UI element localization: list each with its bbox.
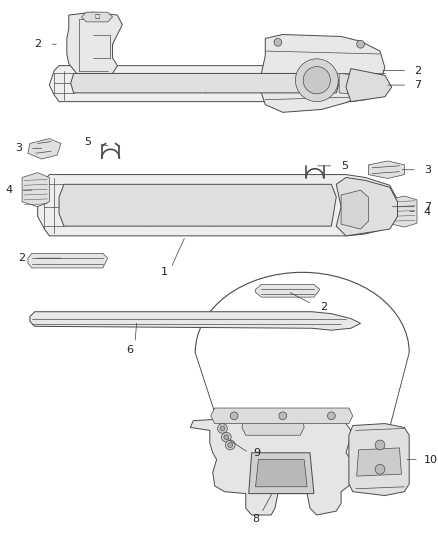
Polygon shape — [28, 139, 61, 159]
Polygon shape — [71, 74, 339, 93]
Circle shape — [224, 435, 229, 440]
Text: 4: 4 — [5, 185, 12, 195]
Text: 3: 3 — [15, 143, 22, 154]
Circle shape — [230, 412, 238, 419]
Text: 4: 4 — [424, 207, 431, 216]
Polygon shape — [261, 35, 385, 112]
Text: □: □ — [94, 14, 99, 20]
Circle shape — [220, 426, 225, 431]
Polygon shape — [28, 253, 108, 268]
Polygon shape — [38, 175, 398, 236]
Circle shape — [222, 432, 231, 442]
Polygon shape — [30, 312, 360, 330]
Polygon shape — [49, 66, 385, 102]
Polygon shape — [81, 12, 113, 22]
Circle shape — [357, 41, 364, 48]
Circle shape — [218, 424, 227, 433]
Text: 10: 10 — [424, 455, 438, 465]
Text: 9: 9 — [254, 448, 261, 458]
Text: 7: 7 — [424, 201, 431, 212]
Text: 6: 6 — [127, 345, 134, 354]
Polygon shape — [349, 424, 409, 496]
Text: 8: 8 — [252, 514, 259, 524]
Text: 5: 5 — [84, 136, 91, 147]
Circle shape — [295, 59, 338, 102]
Polygon shape — [249, 453, 314, 494]
Circle shape — [303, 67, 330, 94]
Polygon shape — [255, 285, 320, 297]
Polygon shape — [242, 418, 304, 435]
Circle shape — [228, 442, 233, 447]
Circle shape — [328, 412, 335, 419]
Polygon shape — [255, 459, 307, 487]
Text: 1: 1 — [161, 267, 168, 277]
Polygon shape — [22, 173, 49, 207]
Text: 2: 2 — [414, 66, 421, 76]
Circle shape — [375, 440, 385, 450]
Circle shape — [279, 412, 286, 419]
Polygon shape — [357, 448, 401, 476]
Polygon shape — [211, 408, 353, 424]
Polygon shape — [368, 161, 404, 179]
Circle shape — [226, 440, 235, 450]
Polygon shape — [341, 190, 368, 229]
Polygon shape — [67, 12, 122, 77]
Text: 7: 7 — [414, 80, 421, 90]
Text: 5: 5 — [341, 161, 348, 171]
Text: 2: 2 — [18, 253, 25, 263]
Polygon shape — [336, 177, 398, 236]
Text: 3: 3 — [424, 165, 431, 175]
Circle shape — [375, 464, 385, 474]
Text: 2: 2 — [35, 39, 42, 49]
Text: 2: 2 — [320, 302, 327, 312]
Polygon shape — [346, 69, 392, 102]
Polygon shape — [339, 74, 385, 97]
Polygon shape — [191, 411, 353, 515]
Polygon shape — [59, 184, 336, 226]
Polygon shape — [388, 196, 417, 227]
Circle shape — [274, 38, 282, 46]
